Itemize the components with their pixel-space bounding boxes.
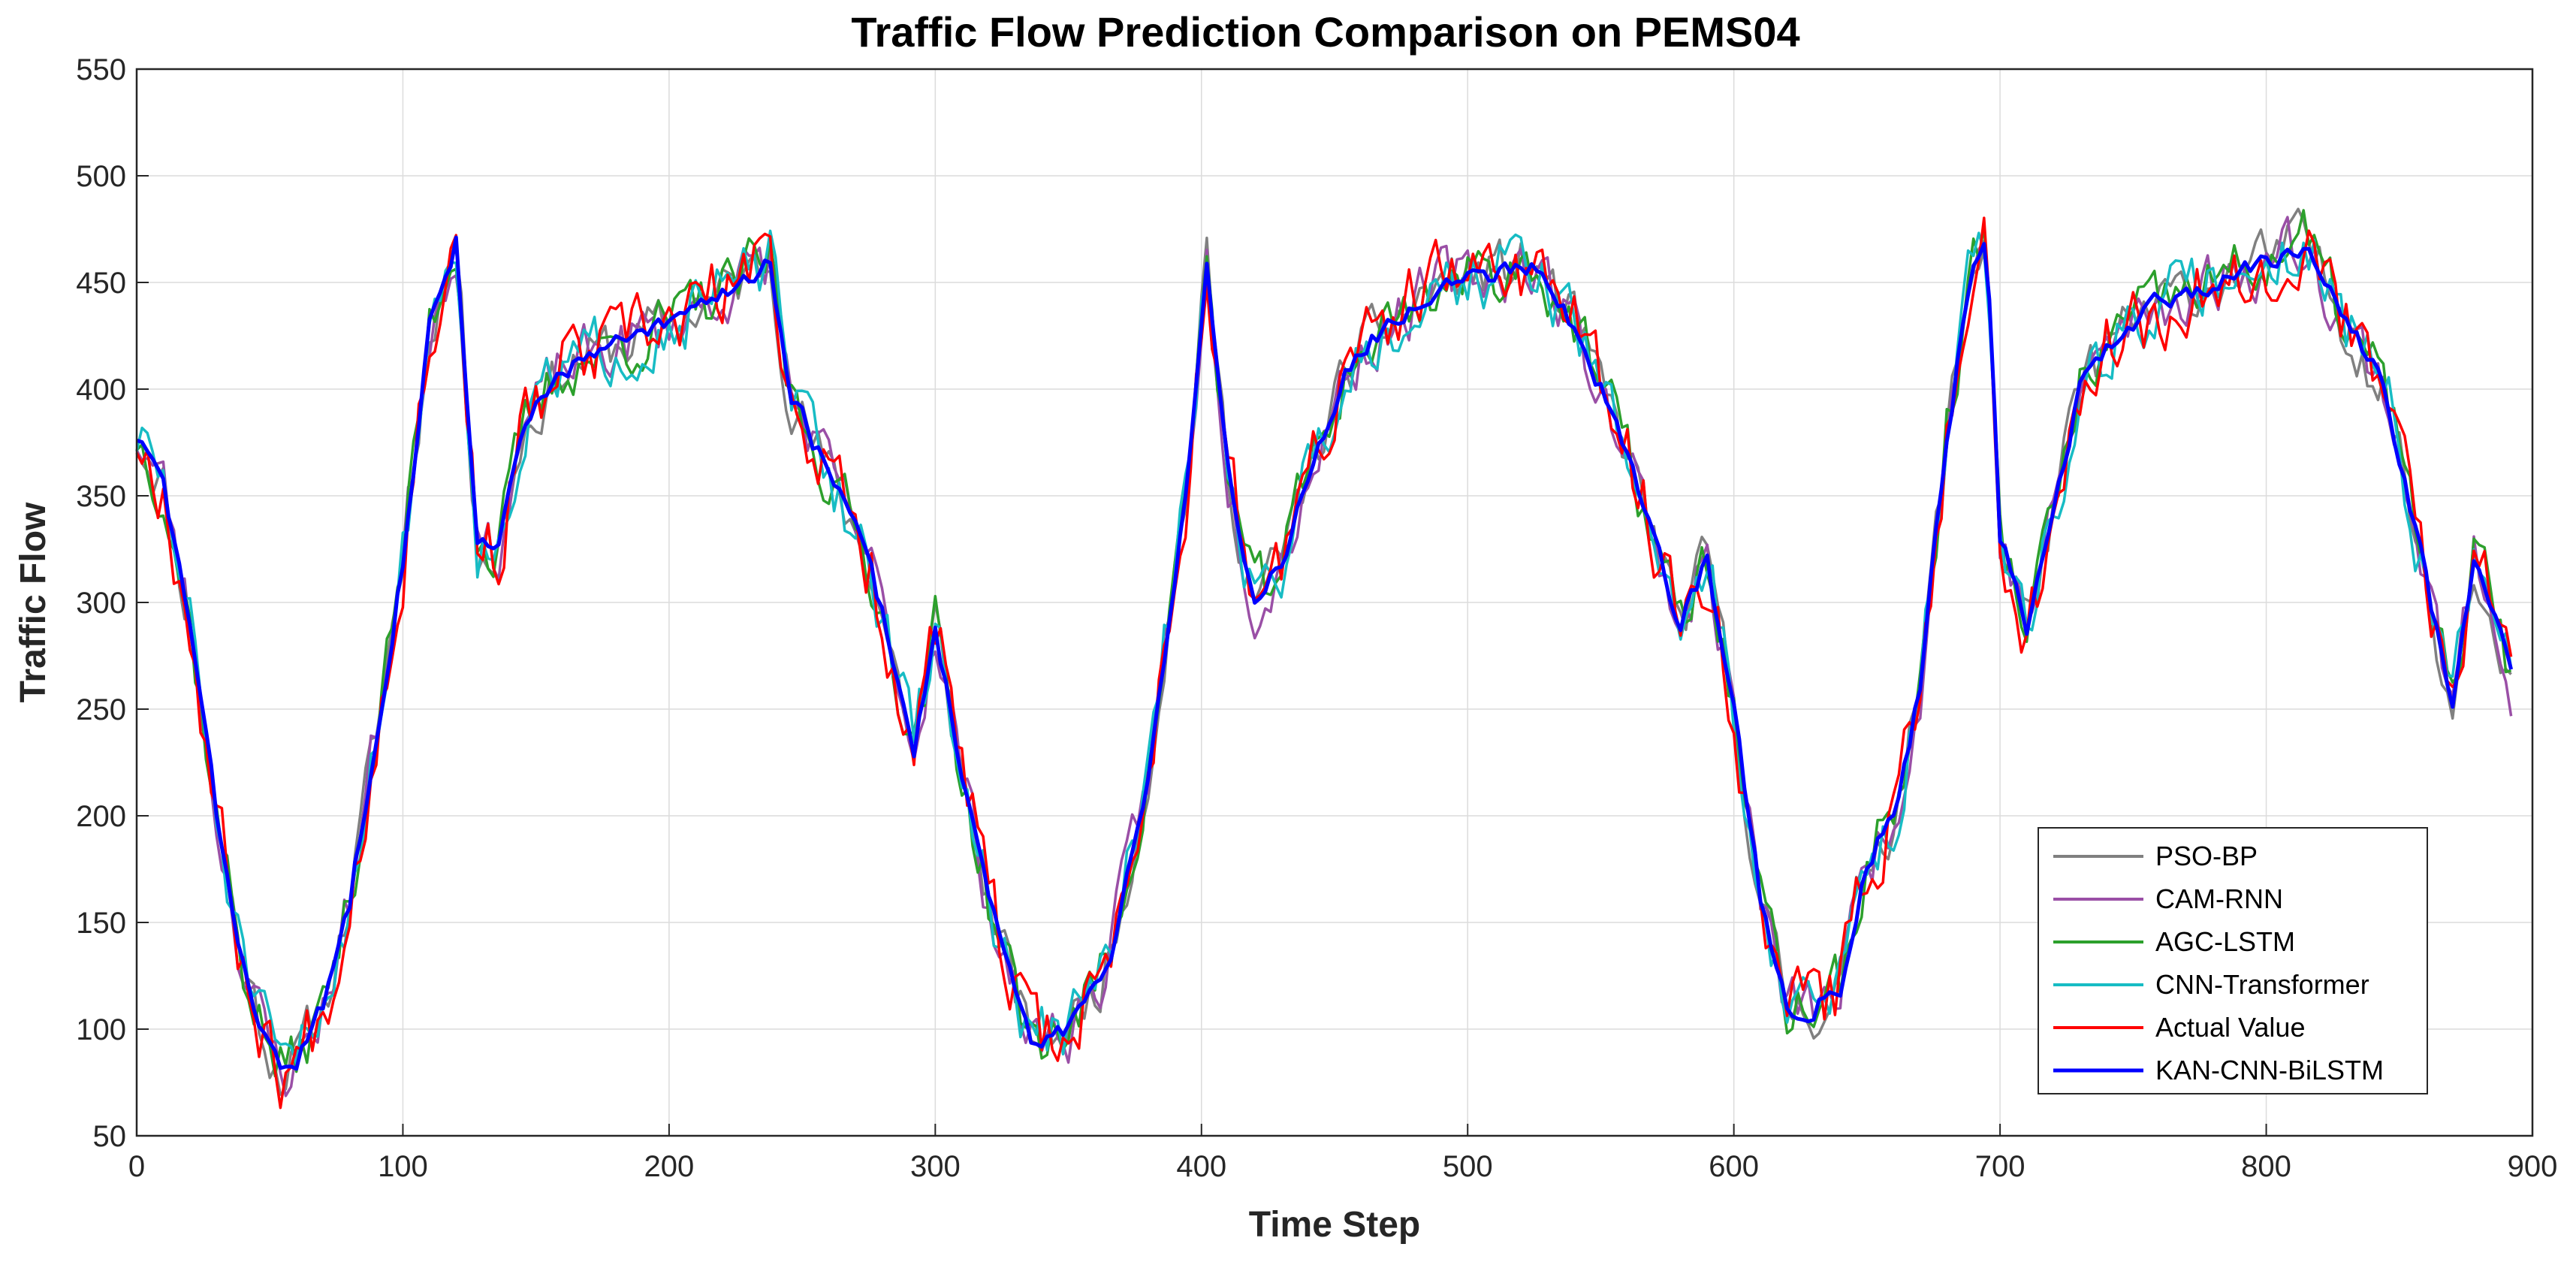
x-tick-label: 0 bbox=[128, 1150, 145, 1183]
y-tick-label: 450 bbox=[76, 267, 126, 300]
y-tick-label: 50 bbox=[93, 1120, 127, 1153]
x-tick-label: 900 bbox=[2508, 1150, 2558, 1183]
x-tick-label: 300 bbox=[910, 1150, 961, 1183]
legend-box bbox=[2038, 827, 2428, 1094]
y-tick-label: 150 bbox=[76, 907, 126, 940]
x-axis-label: Time Step bbox=[1249, 1205, 1421, 1245]
y-tick-label: 500 bbox=[76, 160, 126, 193]
x-tick-label: 100 bbox=[378, 1150, 428, 1183]
legend-label-agc-lstm: AGC-LSTM bbox=[2155, 926, 2295, 957]
x-tick-label: 400 bbox=[1176, 1150, 1226, 1183]
ticks: 0 100 200 300 400 500 600 700 800 900 50 100 150 200 2… bbox=[76, 53, 2557, 1183]
legend-label-pso-bp: PSO-BP bbox=[2155, 841, 2258, 871]
y-tick-label: 550 bbox=[76, 53, 126, 86]
x-tick-label: 200 bbox=[644, 1150, 695, 1183]
y-tick-label: 250 bbox=[76, 693, 126, 726]
y-tick-label: 400 bbox=[76, 373, 126, 406]
y-tick-label: 100 bbox=[76, 1013, 126, 1046]
series-line-kan-cnn-bilstm bbox=[136, 235, 2514, 1071]
y-axis-label: Traffic Flow bbox=[14, 502, 53, 702]
y-tick-label: 350 bbox=[76, 480, 126, 513]
x-tick-label: 700 bbox=[1975, 1150, 2026, 1183]
y-tick-label: 200 bbox=[76, 800, 126, 833]
legend: PSO-BP CAM-RNN AGC-LSTM CNN-Transformer Actu… bbox=[2038, 827, 2428, 1094]
y-tick-label: 300 bbox=[76, 587, 126, 620]
x-tick-label: 500 bbox=[1443, 1150, 1493, 1183]
legend-label-cam-rnn: CAM-RNN bbox=[2155, 883, 2283, 914]
series-group bbox=[135, 207, 2514, 1110]
legend-label-kan-cnn-bilstm: KAN-CNN-BiLSTM bbox=[2155, 1055, 2384, 1085]
legend-label-actual-value: Actual Value bbox=[2155, 1012, 2305, 1043]
chart-title: Traffic Flow Prediction Comparison on PE… bbox=[851, 8, 1799, 56]
x-tick-label: 800 bbox=[2241, 1150, 2291, 1183]
x-tick-label: 600 bbox=[1709, 1150, 1759, 1183]
legend-label-cnn-transformer: CNN-Transformer bbox=[2155, 969, 2369, 1000]
